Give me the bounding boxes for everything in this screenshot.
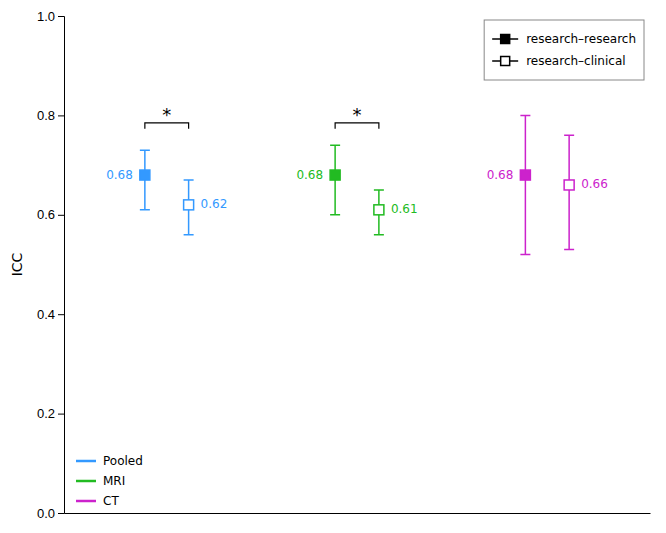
chart: 0.00.20.40.60.81.00.680.680.680.620.610.…: [0, 0, 666, 533]
annotation: *: [353, 104, 362, 125]
color-legend-item: CT: [76, 494, 119, 508]
y-tick-mark: [58, 414, 64, 415]
point: [520, 170, 530, 180]
y-tick-label: 0.8: [37, 108, 55, 123]
color-legend-item: Pooled: [76, 454, 143, 468]
y-tick: 0.4: [37, 307, 64, 322]
legend-marker: [501, 57, 510, 66]
y-tick-label: 0.0: [37, 506, 55, 521]
y-tick-label: 0.4: [37, 307, 55, 322]
legend: research–research research–clinical: [484, 20, 644, 80]
color-legend: Pooled MRI CT: [76, 454, 143, 508]
color-legend-label: MRI: [103, 474, 125, 488]
y-tick: 0.8: [37, 108, 64, 123]
plot: 0.00.20.40.60.81.00.680.680.680.620.610.…: [37, 9, 651, 521]
point: [374, 205, 384, 215]
y-axis-line: [58, 17, 65, 514]
data-label: 0.61: [391, 202, 418, 216]
y-tick: 0.0: [37, 506, 64, 521]
x-axis: [65, 513, 651, 514]
color-legend-swatch: [76, 480, 96, 483]
point: [564, 180, 574, 190]
y-axis-title: ICC: [9, 252, 25, 276]
point: [330, 170, 340, 180]
point: [184, 200, 194, 210]
legend-marker: [501, 35, 510, 44]
y-tick-mark: [58, 513, 64, 514]
legend-label: research–research: [526, 32, 636, 46]
y-tick-label: 0.6: [37, 207, 55, 222]
color-legend-label: CT: [103, 494, 119, 508]
data-label: 0.66: [581, 177, 608, 191]
y-tick-mark: [58, 215, 64, 216]
y-tick: 0.6: [37, 207, 64, 222]
x-axis-line: [65, 513, 651, 514]
error-bar: [184, 180, 194, 235]
color-legend-swatch: [76, 500, 96, 503]
data-label: 0.68: [487, 168, 514, 182]
y-tick-label: 0.2: [37, 406, 55, 421]
error-bar: [330, 145, 340, 215]
color-legend-label: Pooled: [103, 454, 143, 468]
error-bar: [564, 135, 574, 249]
error-bar: [520, 115, 530, 254]
y-tick: 0.2: [37, 406, 64, 421]
data-label: 0.68: [106, 168, 133, 182]
legend-frame: [484, 20, 644, 80]
y-tick-mark: [58, 314, 64, 315]
labels: 0.68 0.68 0.68 0.62 0.61 0.66 * *: [106, 104, 608, 216]
y-tick-mark: [58, 16, 64, 17]
annotation: *: [162, 104, 171, 125]
legend-label: research–clinical: [526, 54, 625, 68]
legend-item: research–research: [492, 32, 636, 46]
marks: [140, 115, 574, 254]
point: [140, 170, 150, 180]
color-legend-swatch: [76, 460, 96, 463]
y-tick-mark: [58, 115, 64, 116]
y-tick: 1.0: [37, 9, 64, 24]
error-bar: [140, 150, 150, 210]
data-label: 0.62: [201, 197, 228, 211]
error-bar: [374, 190, 384, 235]
y-tick-label: 1.0: [37, 9, 55, 24]
color-legend-item: MRI: [76, 474, 125, 488]
y-axis: 0.0 0.2 0.4 0.6 0.8 1.0: [37, 9, 65, 521]
data-label: 0.68: [296, 168, 323, 182]
legend-item: research–clinical: [492, 54, 625, 68]
